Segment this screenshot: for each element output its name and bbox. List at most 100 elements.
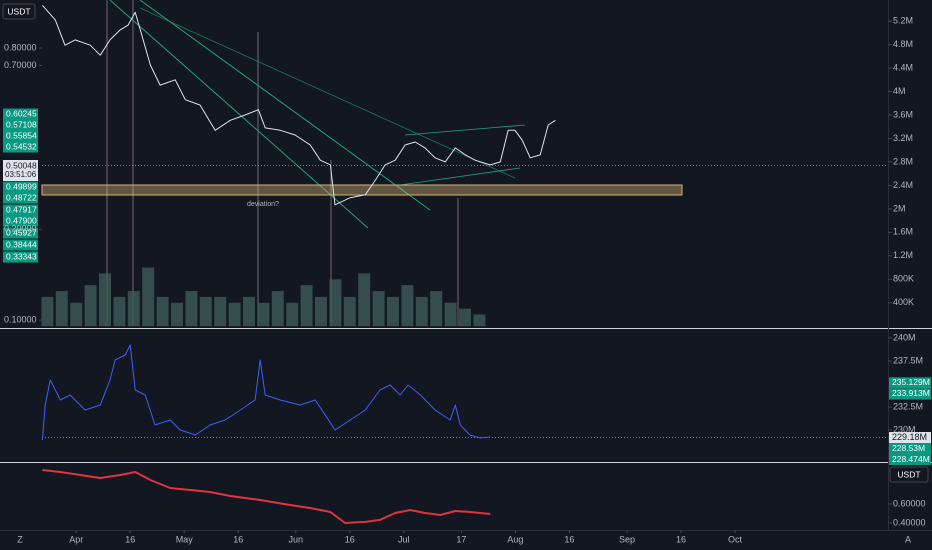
value-tag: 228.474M [892, 454, 930, 464]
volume-bar [127, 291, 140, 327]
currency-box[interactable] [2, 3, 36, 20]
x-tick-label: 16 [676, 534, 686, 544]
currency-box[interactable] [889, 466, 929, 483]
price-tag: 0.54532 [6, 141, 37, 151]
volume-bar [113, 296, 126, 327]
value-tag-box [889, 443, 931, 455]
volume-bar [214, 296, 227, 327]
price-tag-box [3, 192, 38, 204]
x-tick-label: Aug [507, 534, 523, 544]
price-tag-box [3, 119, 38, 131]
y2-tick-label: 0.70000 [4, 60, 37, 70]
trend-line [139, 0, 431, 211]
scale-button[interactable]: A [905, 534, 911, 544]
channel-line [399, 167, 521, 186]
volume-bar [329, 279, 342, 327]
value-tag-box [889, 432, 931, 444]
x-tick-label: Oct [728, 534, 743, 544]
scale-button[interactable]: Z [17, 534, 23, 544]
price-tag: 0.47900 [6, 215, 37, 225]
price-tag-box [3, 215, 38, 227]
price-tag: 0.49899 [6, 181, 37, 191]
value-tag-box [889, 377, 931, 389]
x-tick-label: 16 [345, 534, 355, 544]
price-tag: 0.33343 [6, 251, 37, 261]
value-tag: 229.18M [892, 432, 927, 442]
channel-line [404, 124, 526, 136]
volume-bar [372, 291, 385, 327]
series-line [41, 344, 491, 441]
series-line [42, 469, 491, 524]
volume-bar [257, 302, 270, 327]
y-tick-label: 800K [893, 274, 914, 284]
value-tag: 228.53M [892, 443, 925, 453]
x-tick-label: 16 [564, 534, 574, 544]
y-tick-label: 2M [893, 203, 906, 213]
y-tick-label: 400K [893, 297, 914, 307]
volume-bar [243, 296, 255, 327]
y2-tick-label: 0.10000 [4, 314, 37, 324]
volume-bar [228, 302, 241, 327]
price-tag-box [3, 239, 38, 251]
volume-bar [271, 291, 284, 327]
price-tag: 0.57108 [6, 119, 37, 129]
series-line [42, 4, 556, 206]
x-tick-label: Apr [69, 534, 83, 544]
volume-bar [473, 314, 486, 327]
volume-bar [171, 302, 183, 327]
volume-bar [401, 285, 414, 327]
y2-tick-label: 0.20000 [4, 224, 37, 234]
y-tick-label: 4.8M [893, 39, 913, 49]
volume-bar [300, 285, 313, 327]
countdown: 03:51:06 [5, 170, 37, 179]
volume-bar [55, 291, 68, 327]
price-tag-box [3, 227, 38, 239]
y-tick-label: 230M [893, 424, 916, 434]
price-tag-box [3, 130, 38, 142]
price-tag-box [3, 251, 38, 263]
value-tag-box [889, 388, 931, 400]
value-tag-box [889, 454, 931, 466]
x-tick-label: Jul [398, 534, 410, 544]
volume-bar [70, 302, 83, 327]
x-tick-label: Sep [619, 534, 635, 544]
currency-label: USDT [897, 469, 920, 479]
volume-bar [459, 308, 471, 327]
y-tick-label: 0.40000 [893, 517, 926, 527]
x-tick-label: 16 [233, 534, 243, 544]
volume-bar [142, 267, 155, 327]
y-tick-label: 5.2M [893, 15, 913, 25]
volume-bar [41, 296, 54, 327]
price-tag-box [3, 141, 38, 153]
y-tick-label: 1.6M [893, 227, 913, 237]
y2-tick-label: 0.80000 [4, 42, 37, 52]
price-tag: 0.47917 [6, 204, 37, 214]
x-tick-label: 16 [125, 534, 135, 544]
volume-bar [315, 296, 327, 327]
volume-bar [156, 296, 169, 327]
price-tag: 0.55854 [6, 130, 37, 140]
volume-bar [387, 296, 399, 327]
y-tick-label: 4.4M [893, 62, 913, 72]
price-tag: 0.38444 [6, 239, 37, 249]
y-tick-label: 2.4M [893, 180, 913, 190]
price-tag: 0.48722 [6, 192, 37, 202]
price-tag: 0.60245 [6, 108, 37, 118]
support-zone [41, 184, 683, 196]
annotation: deviation? [247, 201, 279, 208]
y-tick-label: 3.6M [893, 109, 913, 119]
y-tick-label: 240M [893, 332, 916, 342]
price-tag-box [3, 181, 38, 193]
value-tag: 233.913M [892, 388, 930, 398]
value-tag: 235.129M [892, 377, 930, 387]
x-tick-label: 17 [456, 534, 466, 544]
price-tag-box [3, 204, 38, 216]
y-tick-label: 2.8M [893, 156, 913, 166]
price-tag-box [3, 108, 38, 120]
volume-bar [99, 273, 111, 327]
y-tick-label: 1.2M [893, 250, 913, 260]
volume-bar [343, 296, 356, 327]
y-tick-label: 232.5M [893, 401, 923, 411]
